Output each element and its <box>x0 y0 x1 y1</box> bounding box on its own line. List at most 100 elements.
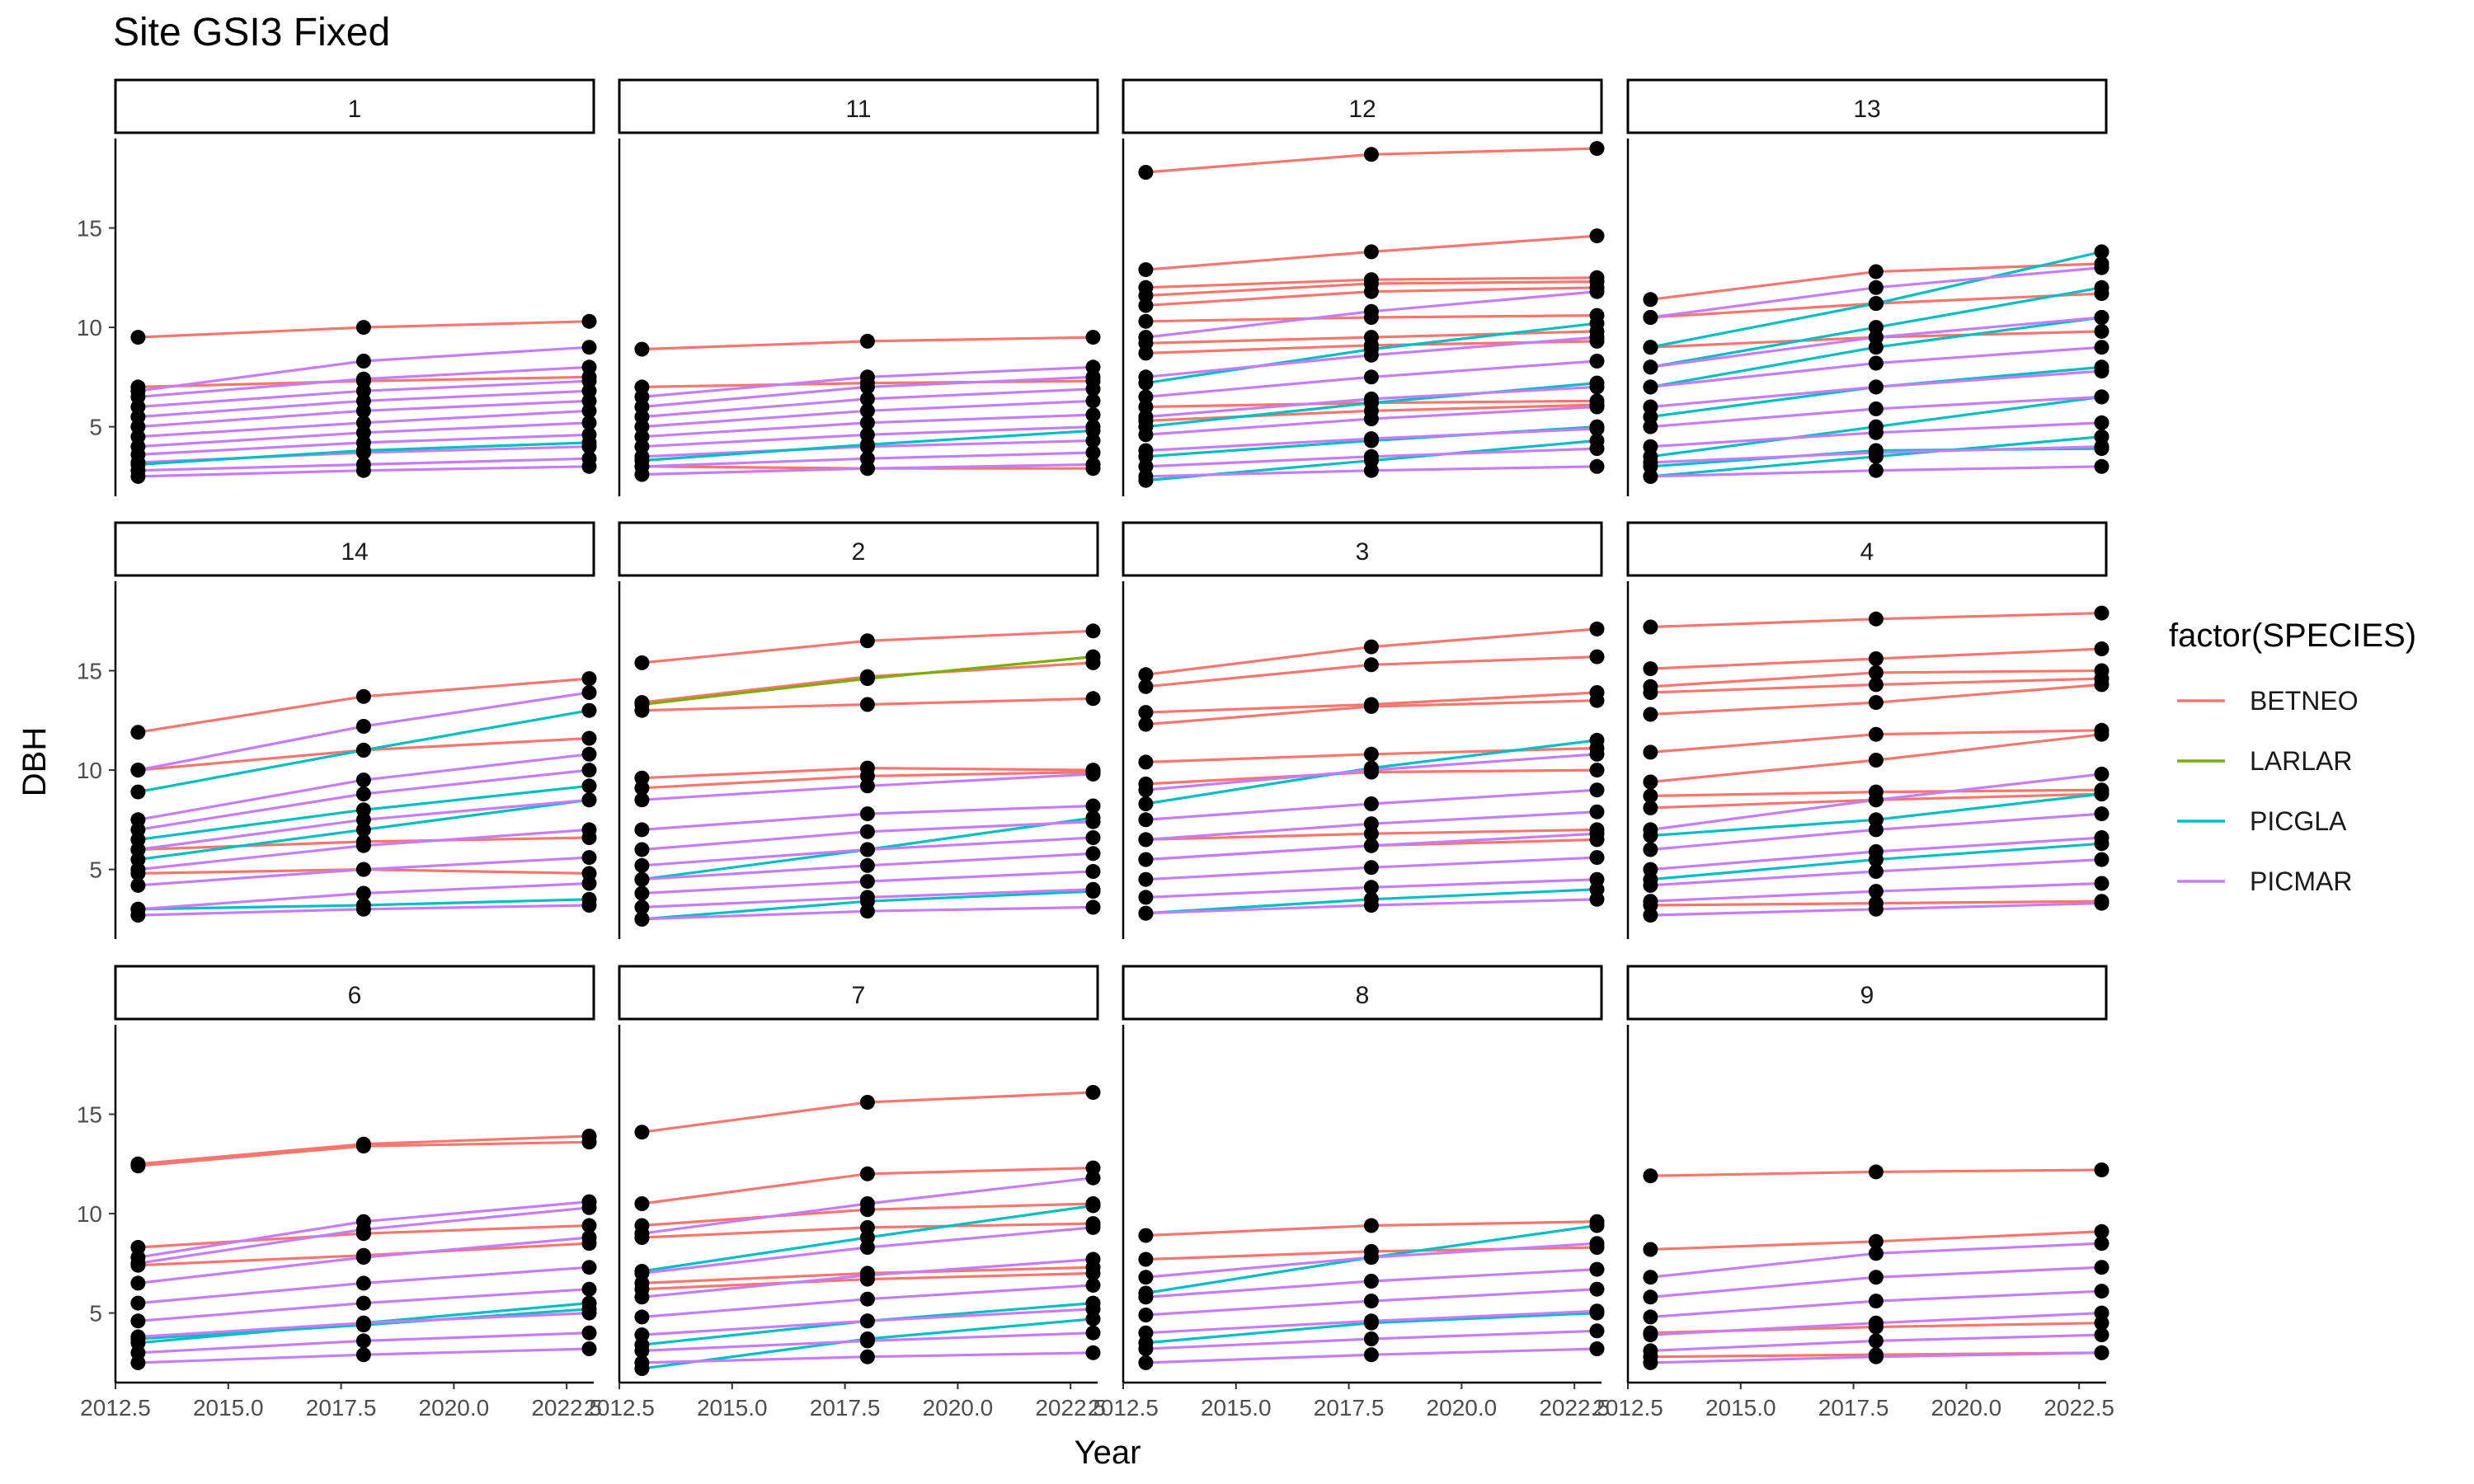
data-point <box>581 685 597 700</box>
data-point <box>859 1196 875 1211</box>
data-point <box>1138 1308 1154 1322</box>
data-point <box>1589 316 1605 331</box>
data-point <box>355 1139 371 1154</box>
data-point <box>1363 746 1379 762</box>
data-point <box>859 437 875 453</box>
facet-strip <box>1122 78 1603 134</box>
facet-strip-label: 12 <box>1348 96 1376 123</box>
x-tick-label: 2022.5 <box>1035 1395 1106 1421</box>
data-point <box>634 1355 650 1370</box>
data-point <box>634 1125 650 1140</box>
data-point <box>355 1295 371 1311</box>
data-point <box>1138 262 1154 278</box>
data-point <box>1589 1281 1605 1297</box>
data-point <box>1868 1349 1884 1364</box>
data-point <box>581 778 597 794</box>
data-point <box>581 763 597 778</box>
data-point <box>634 1327 650 1343</box>
data-point <box>1868 1246 1884 1261</box>
data-point <box>581 671 597 687</box>
data-point <box>1138 832 1154 848</box>
data-point <box>1085 830 1101 845</box>
y-tick-label: 10 <box>77 758 102 783</box>
data-point <box>1643 1270 1658 1285</box>
data-point <box>1085 330 1101 345</box>
data-point <box>355 719 371 734</box>
data-point <box>1643 399 1658 415</box>
y-tick-label: 10 <box>77 315 102 340</box>
data-point <box>581 792 597 808</box>
data-point <box>581 340 597 355</box>
facet-strip-label: 3 <box>1356 538 1370 566</box>
data-point <box>634 792 650 808</box>
facet-strip <box>618 521 1099 577</box>
data-point <box>2094 852 2109 867</box>
data-point <box>2094 1260 2109 1275</box>
data-point <box>1138 705 1154 721</box>
facet-panel-8: 8 <box>1122 965 1605 1384</box>
x-tick-label: 2022.5 <box>1539 1395 1610 1421</box>
data-point <box>1085 899 1101 915</box>
data-point <box>859 1349 875 1364</box>
data-point <box>1363 1347 1379 1363</box>
data-point <box>130 1329 146 1345</box>
data-point <box>1085 798 1101 814</box>
data-point <box>859 904 875 919</box>
data-point <box>859 461 875 477</box>
data-point <box>1643 292 1658 308</box>
data-point <box>1138 298 1154 313</box>
x-tick-label: 2017.5 <box>810 1395 881 1421</box>
data-point <box>2094 895 2109 911</box>
data-point <box>1085 1266 1101 1281</box>
data-point <box>130 822 146 838</box>
data-point <box>1643 908 1658 923</box>
data-point <box>2094 323 2109 339</box>
data-point <box>1868 792 1884 808</box>
facet-panel-3: 3 <box>1122 521 1605 939</box>
data-point <box>859 824 875 839</box>
data-point <box>130 1256 146 1271</box>
data-point <box>634 655 650 670</box>
data-point <box>1589 379 1605 395</box>
data-point <box>1643 774 1658 790</box>
data-point <box>1363 347 1379 363</box>
data-point <box>1085 1252 1101 1267</box>
data-point <box>581 1134 597 1150</box>
data-point <box>1868 1333 1884 1349</box>
data-point <box>1085 623 1101 639</box>
data-point <box>1138 754 1154 770</box>
data-point <box>859 1291 875 1307</box>
data-point <box>130 763 146 778</box>
data-point <box>1589 1261 1605 1277</box>
data-point <box>130 877 146 893</box>
data-point <box>581 850 597 866</box>
data-point <box>1589 746 1605 762</box>
x-tick-label: 2017.5 <box>306 1395 377 1421</box>
data-point <box>130 468 146 484</box>
data-point <box>634 467 650 482</box>
data-point <box>2094 1223 2109 1239</box>
legend-title: factor(SPECIES) <box>2169 618 2416 654</box>
data-point <box>130 1355 146 1370</box>
x-tick-label: 2012.5 <box>1088 1395 1159 1421</box>
data-point <box>581 702 597 718</box>
y-tick-label: 5 <box>89 857 102 883</box>
data-point <box>130 908 146 923</box>
x-tick-label: 2022.5 <box>531 1395 602 1421</box>
data-point <box>2094 279 2109 295</box>
facet-strip <box>618 78 1099 134</box>
data-point <box>1363 1218 1379 1233</box>
data-point <box>1643 1343 1658 1359</box>
data-point <box>1589 1323 1605 1339</box>
data-point <box>2094 876 2109 891</box>
data-point <box>1868 1270 1884 1285</box>
data-point <box>1589 850 1605 866</box>
y-axis-title: DBH <box>16 727 53 796</box>
data-point <box>355 862 371 877</box>
data-point <box>2094 806 2109 822</box>
data-point <box>130 457 146 472</box>
facet-strip <box>114 965 595 1021</box>
data-point <box>1868 264 1884 279</box>
